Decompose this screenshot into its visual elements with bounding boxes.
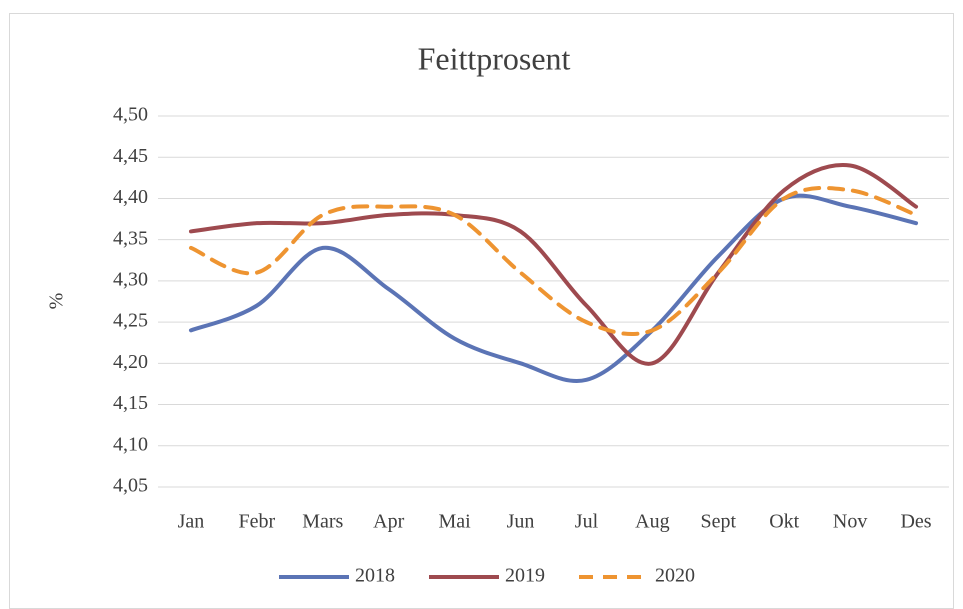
y-tick-label: 4,35 [113,227,148,249]
y-tick-label: 4,05 [113,475,148,497]
y-tick-label: 4,20 [113,351,148,373]
x-tick-label: Jan [178,511,205,533]
y-tick-label: 4,25 [113,310,148,332]
x-tick-label: Mars [302,511,343,533]
x-tick-label: Aug [635,511,669,533]
y-tick-label: 4,40 [113,186,148,208]
x-tick-label: Nov [833,511,867,533]
x-tick-label: Febr [239,511,276,533]
x-tick-label: Sept [701,511,737,533]
x-tick-label: Mai [439,511,472,533]
y-tick-label: 4,15 [113,392,148,414]
x-tick-label: Okt [769,511,799,533]
data-line [188,163,919,366]
y-tick-label: 4,10 [113,433,148,455]
chart-title: Feittprosent [418,40,571,76]
x-tick-label: Jun [507,511,535,533]
x-tick-label: Jul [575,511,599,533]
x-tick-label: Apr [373,511,404,533]
chart-frame [9,13,954,609]
x-tick-label: Des [900,511,931,533]
y-tick-label: 4,30 [113,268,148,290]
legend-label: 2019 [505,565,545,587]
legend-label: 2018 [355,565,395,587]
data-line [188,185,919,337]
y-tick-label: 4,50 [113,104,148,126]
y-axis-label: % [46,293,68,310]
legend-label: 2020 [655,565,695,587]
y-tick-label: 4,45 [113,145,148,167]
